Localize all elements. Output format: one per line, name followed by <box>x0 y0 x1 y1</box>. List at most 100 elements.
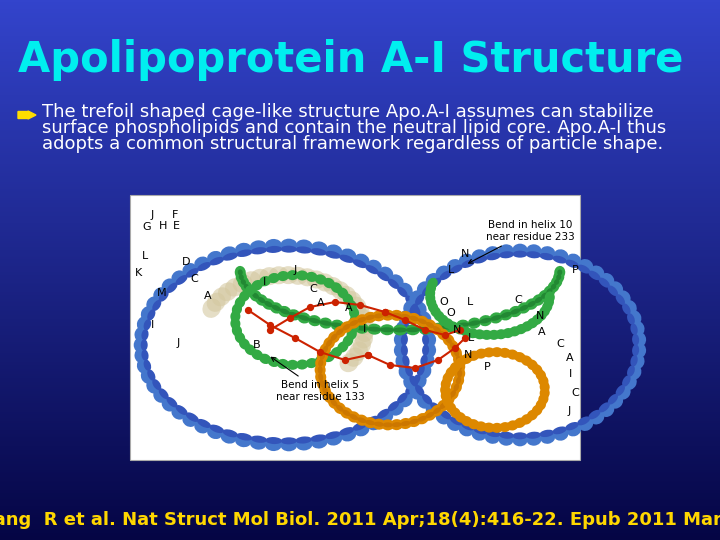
Ellipse shape <box>600 273 614 287</box>
Bar <box>0 400 720 401</box>
Ellipse shape <box>490 312 503 323</box>
Bar <box>0 349 720 351</box>
Ellipse shape <box>456 356 462 363</box>
Ellipse shape <box>628 310 642 325</box>
Bar <box>0 536 720 538</box>
Text: A: A <box>318 298 325 308</box>
Bar <box>0 380 720 382</box>
Bar <box>0 187 720 189</box>
Bar <box>0 533 720 535</box>
Ellipse shape <box>239 274 244 280</box>
Bar <box>0 497 720 498</box>
Bar <box>0 339 720 340</box>
Ellipse shape <box>405 384 415 395</box>
Ellipse shape <box>540 387 549 399</box>
Ellipse shape <box>318 359 323 367</box>
Ellipse shape <box>394 332 407 347</box>
Ellipse shape <box>408 313 420 324</box>
Bar <box>0 7 720 9</box>
Ellipse shape <box>222 429 238 437</box>
Ellipse shape <box>393 327 407 333</box>
Ellipse shape <box>521 355 532 366</box>
Ellipse shape <box>410 291 423 305</box>
Ellipse shape <box>141 306 154 321</box>
Ellipse shape <box>527 301 536 307</box>
Ellipse shape <box>225 278 245 296</box>
Bar <box>0 189 720 191</box>
Ellipse shape <box>406 327 420 332</box>
Ellipse shape <box>412 374 420 386</box>
Ellipse shape <box>343 293 354 305</box>
Bar <box>0 97 720 99</box>
Ellipse shape <box>502 328 514 338</box>
Bar <box>0 340 720 342</box>
Bar <box>0 504 720 506</box>
Ellipse shape <box>416 316 428 327</box>
Ellipse shape <box>588 271 600 280</box>
Bar <box>0 373 720 374</box>
Ellipse shape <box>318 373 323 381</box>
Bar <box>0 205 720 207</box>
Ellipse shape <box>557 269 562 275</box>
Ellipse shape <box>498 433 514 446</box>
Ellipse shape <box>507 420 518 430</box>
Bar <box>0 448 720 450</box>
Ellipse shape <box>627 313 635 325</box>
Ellipse shape <box>250 269 270 287</box>
Ellipse shape <box>387 279 399 289</box>
Bar <box>0 15 720 16</box>
Ellipse shape <box>197 419 211 428</box>
Bar <box>0 112 720 113</box>
Bar <box>0 383 720 385</box>
Ellipse shape <box>194 420 210 434</box>
Ellipse shape <box>372 418 385 430</box>
Ellipse shape <box>418 323 433 335</box>
Ellipse shape <box>236 249 252 257</box>
Ellipse shape <box>500 309 513 320</box>
Ellipse shape <box>431 402 441 413</box>
Ellipse shape <box>588 410 600 420</box>
Bar <box>0 538 720 540</box>
Ellipse shape <box>143 360 151 371</box>
Ellipse shape <box>330 282 342 293</box>
Ellipse shape <box>240 281 252 293</box>
Point <box>314 348 325 356</box>
Bar <box>0 342 720 344</box>
Ellipse shape <box>499 431 514 439</box>
Ellipse shape <box>417 395 431 409</box>
Ellipse shape <box>450 362 461 373</box>
Ellipse shape <box>423 343 436 358</box>
Bar <box>0 140 720 142</box>
Ellipse shape <box>251 280 263 291</box>
Bar <box>0 302 720 304</box>
Bar <box>0 441 720 443</box>
Ellipse shape <box>320 352 325 360</box>
Ellipse shape <box>330 322 344 328</box>
Bar <box>0 22 720 23</box>
Bar <box>0 61 720 63</box>
Ellipse shape <box>539 375 549 387</box>
Point <box>362 350 374 359</box>
Ellipse shape <box>232 303 242 315</box>
Ellipse shape <box>235 434 251 447</box>
Point <box>264 321 276 329</box>
Ellipse shape <box>349 414 358 420</box>
Bar <box>0 407 720 409</box>
Ellipse shape <box>141 329 148 340</box>
Text: I: I <box>362 324 366 334</box>
Bar <box>0 54 720 56</box>
Ellipse shape <box>354 254 369 267</box>
Bar <box>0 34 720 36</box>
Ellipse shape <box>554 266 565 279</box>
Bar <box>0 191 720 193</box>
Ellipse shape <box>622 375 631 387</box>
Ellipse shape <box>631 355 638 367</box>
Ellipse shape <box>531 314 543 325</box>
Ellipse shape <box>134 338 147 353</box>
Text: B: B <box>253 340 261 350</box>
Bar <box>0 355 720 356</box>
Ellipse shape <box>325 251 341 259</box>
Ellipse shape <box>445 396 452 403</box>
Ellipse shape <box>456 376 462 384</box>
Ellipse shape <box>365 265 379 274</box>
